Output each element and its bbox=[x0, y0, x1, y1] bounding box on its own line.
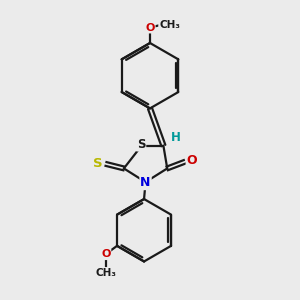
Text: O: O bbox=[187, 154, 197, 167]
Text: H: H bbox=[171, 131, 181, 144]
Text: S: S bbox=[93, 157, 103, 170]
Text: N: N bbox=[140, 176, 151, 189]
Text: O: O bbox=[101, 249, 110, 259]
Text: CH₃: CH₃ bbox=[95, 268, 116, 278]
Text: CH₃: CH₃ bbox=[159, 20, 180, 30]
Text: O: O bbox=[145, 22, 155, 32]
Text: S: S bbox=[137, 138, 145, 151]
